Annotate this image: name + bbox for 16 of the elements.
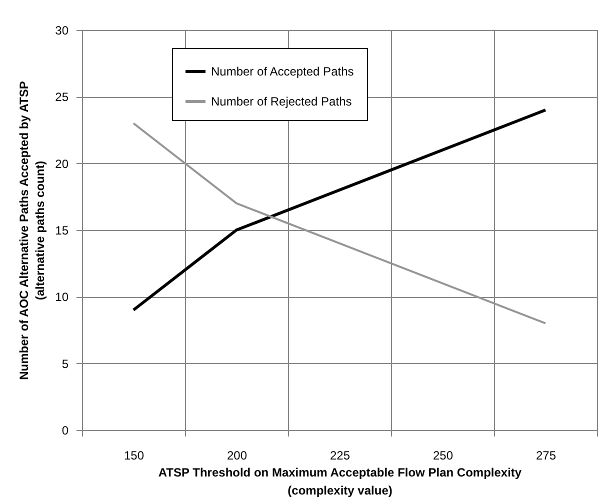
- y-tick-label: 30: [55, 24, 69, 38]
- y-tick-label: 20: [55, 156, 69, 171]
- legend-label: Number of Accepted Paths: [211, 64, 354, 78]
- x-tick-label: 200: [226, 448, 248, 462]
- x-tick-label: 250: [432, 448, 454, 462]
- legend-label: Number of Rejected Paths: [211, 94, 352, 108]
- y-axis-title: Number of AOC Alternative Paths Accepted by ATSP (alternative paths count): [17, 81, 48, 380]
- y-tick-label: 10: [55, 290, 69, 304]
- x-axis-title: ATSP Threshold on Maximum Acceptable Flow Plan Complexity (complexity value): [158, 466, 522, 498]
- y-tick-label: 5: [62, 356, 69, 371]
- x-tick-label: 225: [330, 448, 350, 462]
- y-tick-label: 25: [55, 90, 69, 104]
- y-tick-label: 0: [62, 424, 69, 438]
- x-tick-label: 150: [124, 448, 144, 462]
- y-tick-label: 15: [55, 224, 69, 238]
- x-tick-label: 275: [536, 448, 556, 462]
